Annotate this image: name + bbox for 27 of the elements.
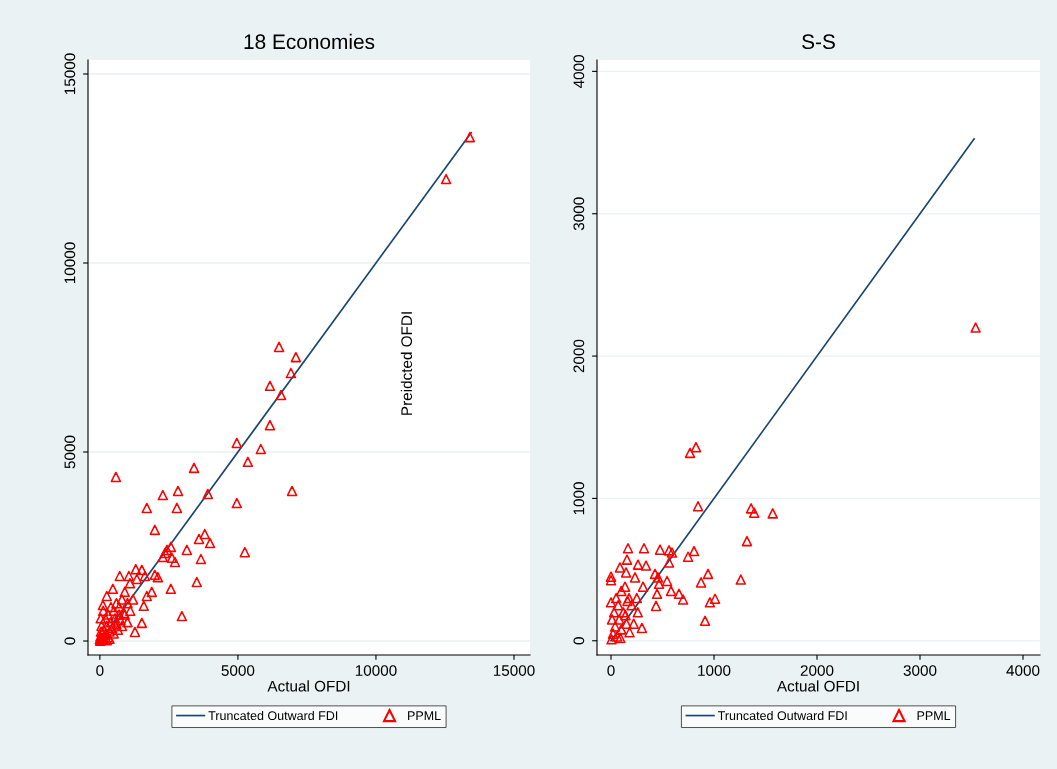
x-tick-label: 0: [96, 665, 104, 676]
y-tick-label: 5000: [64, 435, 76, 469]
x-tick-label: 2000: [800, 665, 834, 676]
x-tick-label: 0: [607, 665, 615, 676]
chart-title: S-S: [802, 34, 835, 50]
y-tick-label: 1000: [573, 482, 585, 515]
y-tick-label: 0: [573, 637, 585, 645]
x-tick-label: 3000: [903, 665, 937, 676]
y-tick-label: 15000: [64, 53, 76, 95]
x-tick-label: 5000: [221, 665, 255, 676]
x-tick-label: 4000: [1006, 665, 1040, 676]
y-tick-label: 3000: [573, 197, 585, 231]
y-tick-label: 10000: [64, 242, 76, 284]
y-tick-label: 0: [64, 637, 76, 645]
x-axis-title: Actual OFDI: [776, 680, 859, 692]
x-tick-label: 10000: [355, 665, 397, 676]
y-tick-label: 2000: [573, 339, 585, 373]
legend-label: PPML: [408, 711, 441, 720]
x-tick-label: 1000: [698, 665, 731, 676]
legend-label: PPML: [917, 711, 951, 720]
legend-label: Truncated Outward FDI: [717, 710, 847, 721]
legend-label: Truncated Outward FDI: [208, 710, 338, 721]
chart-title: 18 Economies: [244, 33, 375, 50]
x-tick-label: 15000: [493, 665, 535, 676]
y-tick-label: 4000: [573, 54, 585, 89]
x-axis-title: Actual OFDI: [267, 680, 350, 692]
y-axis-title: Preidcted OFDI: [400, 312, 413, 415]
